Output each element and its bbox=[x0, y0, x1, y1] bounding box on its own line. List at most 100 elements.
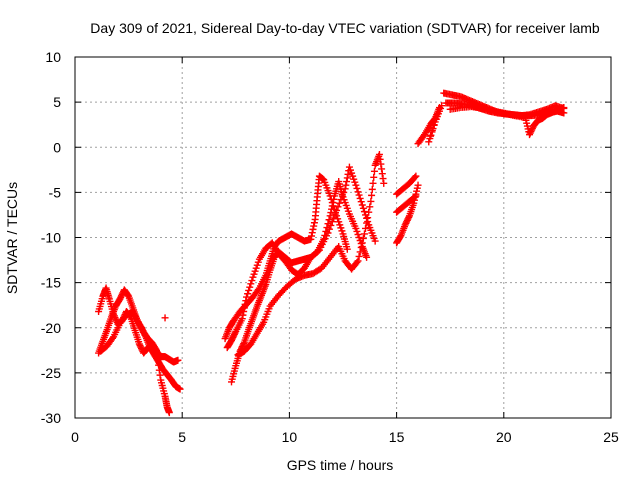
data-point-marker bbox=[174, 356, 182, 364]
x-tick-label: 10 bbox=[282, 429, 298, 445]
data-point-marker bbox=[353, 258, 361, 266]
data-point-marker bbox=[325, 225, 333, 233]
data-point-marker bbox=[231, 329, 239, 337]
data-point-marker bbox=[356, 248, 364, 256]
data-point-marker bbox=[327, 209, 335, 217]
data-point-marker bbox=[343, 178, 351, 186]
data-point-marker bbox=[154, 356, 162, 364]
data-point-marker bbox=[240, 308, 248, 316]
data-point-marker bbox=[411, 173, 419, 181]
data-point-marker bbox=[358, 201, 366, 209]
data-point-marker bbox=[246, 283, 254, 291]
data-point-marker bbox=[248, 277, 256, 285]
series-arc-6 bbox=[228, 163, 379, 386]
y-tick-label: -15 bbox=[41, 275, 61, 291]
data-point-marker bbox=[430, 121, 438, 129]
data-point-marker bbox=[428, 128, 436, 136]
data-point-marker bbox=[356, 194, 364, 202]
data-point-marker bbox=[357, 243, 365, 251]
x-tick-label: 0 bbox=[71, 429, 79, 445]
data-point-marker bbox=[334, 203, 342, 211]
data-point-marker bbox=[355, 191, 363, 199]
data-point-marker bbox=[354, 257, 362, 265]
chart-title: Day 309 of 2021, Sidereal Day-to-day VTE… bbox=[90, 20, 600, 36]
data-point-marker bbox=[344, 170, 352, 178]
data-point-marker bbox=[357, 198, 365, 206]
data-point-marker bbox=[369, 179, 377, 187]
data-point-marker bbox=[109, 334, 117, 342]
data-point-marker bbox=[324, 229, 332, 237]
data-point-marker bbox=[314, 247, 322, 255]
data-point-marker bbox=[153, 351, 161, 359]
data-point-marker bbox=[364, 214, 372, 222]
data-point-marker bbox=[245, 286, 253, 294]
x-tick-label: 25 bbox=[603, 429, 619, 445]
series-arc-3 bbox=[97, 308, 173, 417]
data-point-marker bbox=[338, 192, 346, 200]
data-point-marker bbox=[240, 340, 248, 348]
data-point-marker bbox=[380, 179, 388, 187]
data-point-marker bbox=[328, 218, 336, 226]
data-point-marker bbox=[358, 239, 366, 247]
data-point-marker bbox=[326, 212, 334, 220]
grid-lines bbox=[75, 57, 611, 418]
data-point-marker bbox=[243, 293, 251, 301]
series-arc-9 bbox=[414, 102, 446, 148]
data-point-marker bbox=[342, 181, 350, 189]
data-point-marker bbox=[310, 219, 318, 227]
y-axis-label: SDTVAR / TECUs bbox=[4, 182, 20, 294]
data-point-marker bbox=[309, 225, 317, 233]
data-point-marker bbox=[341, 185, 349, 193]
data-point-marker bbox=[371, 237, 379, 245]
data-point-marker bbox=[161, 314, 169, 322]
data-point-marker bbox=[156, 371, 164, 379]
data-point-marker bbox=[238, 315, 246, 323]
data-point-marker bbox=[405, 213, 413, 221]
data-point-marker bbox=[152, 346, 160, 354]
data-point-marker bbox=[308, 229, 316, 237]
data-point-marker bbox=[412, 172, 420, 180]
data-point-marker bbox=[359, 234, 367, 242]
data-point-marker bbox=[368, 191, 376, 199]
x-axis-label: GPS time / hours bbox=[287, 457, 394, 473]
data-point-marker bbox=[330, 195, 338, 203]
data-point-marker bbox=[412, 192, 420, 200]
data-point-marker bbox=[239, 311, 247, 319]
data-point-marker bbox=[379, 175, 387, 183]
data-point-marker bbox=[328, 202, 336, 210]
y-tick-label: 5 bbox=[53, 94, 61, 110]
data-point-marker bbox=[560, 104, 568, 112]
data-point-marker bbox=[375, 150, 383, 158]
data-point-marker bbox=[370, 173, 378, 181]
data-point-marker bbox=[343, 174, 351, 182]
x-tick-label: 15 bbox=[389, 429, 405, 445]
y-tick-label: -30 bbox=[41, 410, 61, 426]
data-point-marker bbox=[328, 205, 336, 213]
data-point-marker bbox=[366, 203, 374, 211]
data-point-marker bbox=[359, 204, 367, 212]
data-point-marker bbox=[425, 138, 433, 146]
data-point-marker bbox=[360, 230, 368, 238]
data-point-marker bbox=[426, 135, 434, 143]
data-point-marker bbox=[438, 102, 446, 110]
data-point-marker bbox=[377, 160, 385, 168]
y-tick-label: 0 bbox=[53, 139, 61, 155]
series-arc-7 bbox=[234, 150, 388, 359]
y-tick-label: -20 bbox=[41, 320, 61, 336]
data-point-marker bbox=[363, 253, 371, 261]
x-tick-label: 5 bbox=[178, 429, 186, 445]
data-point-marker bbox=[429, 125, 437, 133]
data-point-marker bbox=[335, 199, 343, 207]
data-point-marker bbox=[363, 219, 371, 227]
data-point-marker bbox=[333, 206, 341, 214]
data-point-marker bbox=[155, 366, 163, 374]
data-point-marker bbox=[307, 235, 315, 243]
data-point-marker bbox=[247, 280, 255, 288]
data-point-marker bbox=[378, 170, 386, 178]
data-point-marker bbox=[414, 181, 422, 189]
data-point-marker bbox=[365, 208, 373, 216]
data-point-marker bbox=[242, 297, 250, 305]
data-point-marker bbox=[152, 345, 160, 353]
data-point-marker bbox=[354, 188, 362, 196]
